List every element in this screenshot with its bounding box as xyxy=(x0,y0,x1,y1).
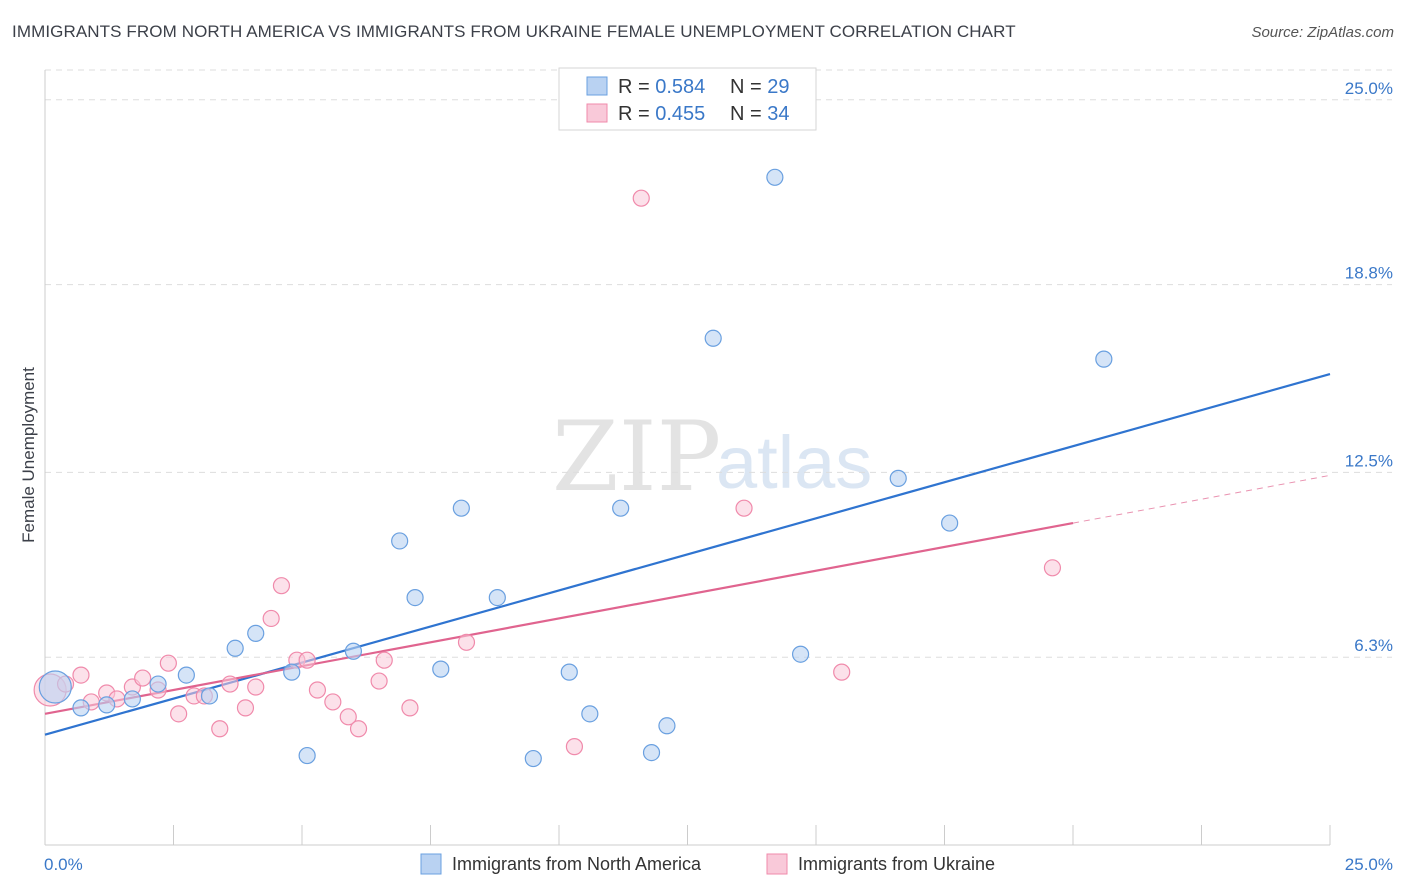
grid xyxy=(45,69,1392,658)
point-ukraine xyxy=(339,708,357,726)
x-ticks xyxy=(44,825,1331,845)
point-north-america xyxy=(889,469,907,487)
point-north-america xyxy=(791,645,810,663)
point-ukraine xyxy=(159,654,177,672)
point-ukraine xyxy=(324,693,342,711)
point-ukraine xyxy=(211,720,229,738)
point-ukraine xyxy=(272,577,291,595)
y-tick-label: 6.3% xyxy=(1354,636,1393,655)
point-ukraine xyxy=(247,678,265,696)
chart-source: Source: ZipAtlas.com xyxy=(1251,24,1394,41)
point-north-america xyxy=(581,705,599,723)
trend-lines xyxy=(44,372,1331,736)
y-tick-label: 18.8% xyxy=(1345,264,1393,283)
point-north-america xyxy=(941,514,959,532)
point-north-america xyxy=(298,746,316,765)
point-ukraine xyxy=(298,651,316,669)
point-ukraine xyxy=(221,675,239,693)
point-north-america xyxy=(766,168,784,186)
series-legend-label-pink: Immigrants from Ukraine xyxy=(798,854,995,874)
point-north-america xyxy=(72,699,90,717)
trend-line-ukraine xyxy=(44,521,1074,715)
point-north-america xyxy=(98,696,116,714)
legend-n-value: 29 xyxy=(767,76,789,98)
point-north-america xyxy=(406,588,424,607)
point-north-america xyxy=(452,499,470,517)
point-ukraine xyxy=(565,738,584,756)
point-north-america xyxy=(38,670,72,704)
legend-n-label: N = xyxy=(730,76,767,98)
point-north-america xyxy=(432,660,450,678)
legend-row-blue: R = 0.584 N = 29 xyxy=(618,76,790,98)
point-north-america xyxy=(200,687,219,705)
point-north-america xyxy=(391,532,409,550)
point-north-america xyxy=(247,624,265,642)
point-ukraine xyxy=(308,681,327,699)
legend-r-value: 0.455 xyxy=(655,103,705,125)
watermark-atlas: atlas xyxy=(716,421,872,504)
point-north-america xyxy=(642,743,661,762)
point-ukraine xyxy=(457,633,476,651)
point-north-america xyxy=(560,663,578,681)
point-ukraine xyxy=(1043,559,1062,577)
point-ukraine xyxy=(735,499,753,517)
stats-legend: R = 0.584 N = 29 R = 0.455 N = 34 xyxy=(558,67,817,131)
point-ukraine xyxy=(134,669,152,687)
point-north-america xyxy=(344,642,362,660)
series-legend-label-blue: Immigrants from North America xyxy=(452,854,702,874)
series-legend-swatch-blue xyxy=(420,853,442,875)
chart-title: IMMIGRANTS FROM NORTH AMERICA VS IMMIGRA… xyxy=(12,22,1016,41)
x-tick-label-max: 25.0% xyxy=(1345,855,1393,874)
legend-swatch-pink xyxy=(586,103,608,123)
point-north-america xyxy=(226,639,244,657)
point-ukraine xyxy=(349,720,368,738)
y-tick-labels: 6.3% 12.5% 18.8% 25.0% xyxy=(1345,79,1393,655)
point-ukraine xyxy=(236,699,255,717)
point-ukraine xyxy=(370,672,388,690)
point-north-america xyxy=(1095,350,1113,368)
point-ukraine xyxy=(375,651,393,669)
y-tick-label: 25.0% xyxy=(1345,79,1393,98)
point-ukraine xyxy=(72,666,90,684)
point-ukraine xyxy=(401,699,419,717)
point-north-america xyxy=(283,663,301,681)
legend-r-label: R = xyxy=(618,76,655,98)
point-north-america xyxy=(123,690,141,708)
legend-n-label: N = xyxy=(730,103,767,125)
point-north-america xyxy=(177,666,195,684)
y-tick-label: 12.5% xyxy=(1345,451,1393,470)
trend-line-ukraine-extension xyxy=(1072,474,1331,524)
point-north-america xyxy=(524,749,542,768)
legend-r-label: R = xyxy=(618,103,655,125)
point-ukraine xyxy=(170,705,188,723)
point-north-america xyxy=(149,675,167,693)
y-axis-label: Female Unemployment xyxy=(19,367,38,543)
watermark-zip: ZIP xyxy=(552,401,721,513)
series-legend: Immigrants from North America Immigrants… xyxy=(420,853,995,875)
point-north-america xyxy=(612,499,630,517)
series-legend-swatch-pink xyxy=(766,853,788,875)
point-north-america xyxy=(658,717,676,735)
legend-swatch-blue xyxy=(586,76,608,96)
point-ukraine xyxy=(833,663,851,681)
legend-n-value: 34 xyxy=(767,103,789,125)
point-ukraine xyxy=(262,609,280,628)
data-points xyxy=(33,168,1113,768)
legend-row-pink: R = 0.455 N = 34 xyxy=(618,103,790,125)
x-tick-label-min: 0.0% xyxy=(44,855,83,874)
point-ukraine xyxy=(632,189,650,207)
legend-r-value: 0.584 xyxy=(655,76,705,98)
point-north-america xyxy=(704,329,722,347)
point-north-america xyxy=(488,588,506,607)
